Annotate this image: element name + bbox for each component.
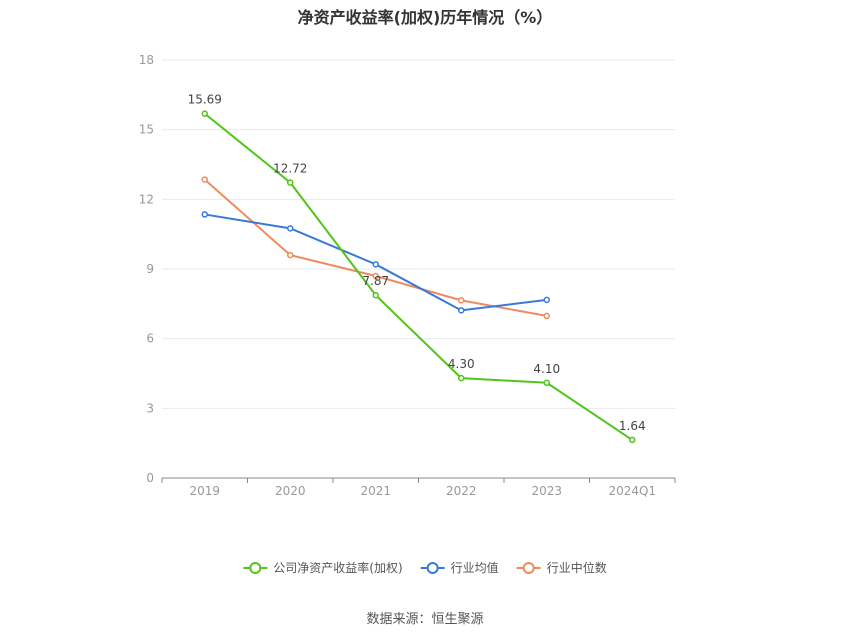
data-point — [201, 211, 208, 218]
data-label: 12.72 — [273, 162, 307, 176]
y-tick-label: 6 — [146, 332, 154, 346]
x-tick-label: 2021 — [360, 484, 391, 498]
x-axis: 2019 2020 2021 2022 2023 2024Q1 — [161, 477, 676, 498]
legend-marker — [522, 562, 535, 574]
y-tick-label: 12 — [139, 192, 154, 206]
legend-item[interactable]: 行业均值 — [420, 560, 499, 575]
chart-title: 净资产收益率(加权)历年情况（%） — [297, 8, 553, 27]
data-source: 数据来源：恒生聚源 — [366, 612, 484, 627]
data-point — [458, 297, 465, 304]
legend-item[interactable]: 行业中位数 — [516, 560, 607, 575]
data-labels: 15.69 12.72 7.87 4.30 4.10 1.64 — [188, 93, 646, 433]
data-label: 15.69 — [188, 93, 222, 107]
x-tick-label: 2024Q1 — [608, 484, 656, 498]
data-point — [543, 296, 550, 304]
gridlines — [162, 59, 675, 409]
y-tick-label: 18 — [139, 53, 154, 67]
data-point — [372, 291, 379, 299]
x-tick-label: 2022 — [446, 484, 477, 498]
y-tick-label: 15 — [139, 123, 154, 137]
y-tick-label: 3 — [146, 401, 154, 415]
data-point — [543, 379, 550, 387]
legend-label: 行业均值 — [451, 560, 499, 575]
data-label: 4.30 — [448, 357, 475, 371]
y-tick-label: 9 — [146, 262, 154, 276]
legend-label: 行业中位数 — [547, 560, 607, 575]
data-point — [629, 436, 636, 444]
x-tick-label: 2020 — [275, 484, 306, 498]
data-point — [543, 312, 550, 320]
data-point — [201, 110, 208, 117]
legend-marker — [249, 562, 262, 574]
x-tick-label: 2019 — [189, 484, 220, 498]
data-point — [372, 272, 379, 280]
data-label: 4.10 — [533, 362, 560, 376]
data-point — [201, 176, 208, 183]
data-point — [287, 251, 294, 259]
y-axis: 0 3 6 9 12 15 18 — [139, 53, 154, 485]
data-label: 7.87 — [362, 274, 389, 288]
line-chart: 0 3 6 9 12 15 18 2019 2020 2021 2022 2023 2024Q1 15… — [139, 53, 676, 575]
legend-label: 公司净资产收益率(加权) — [273, 560, 402, 575]
data-point — [287, 179, 294, 186]
series-group — [201, 110, 636, 444]
data-label: 1.64 — [619, 419, 646, 433]
data-point — [287, 225, 294, 232]
x-tick-label: 2023 — [531, 484, 562, 498]
series-line — [204, 112, 633, 441]
legend: 公司净资产收益率(加权) 行业均值 行业中位数 — [243, 560, 607, 575]
legend-marker — [426, 562, 439, 574]
y-tick-label: 0 — [146, 471, 154, 485]
legend-item[interactable]: 公司净资产收益率(加权) — [243, 560, 403, 575]
data-point — [458, 307, 465, 314]
data-point — [372, 261, 379, 268]
data-point — [458, 374, 465, 382]
